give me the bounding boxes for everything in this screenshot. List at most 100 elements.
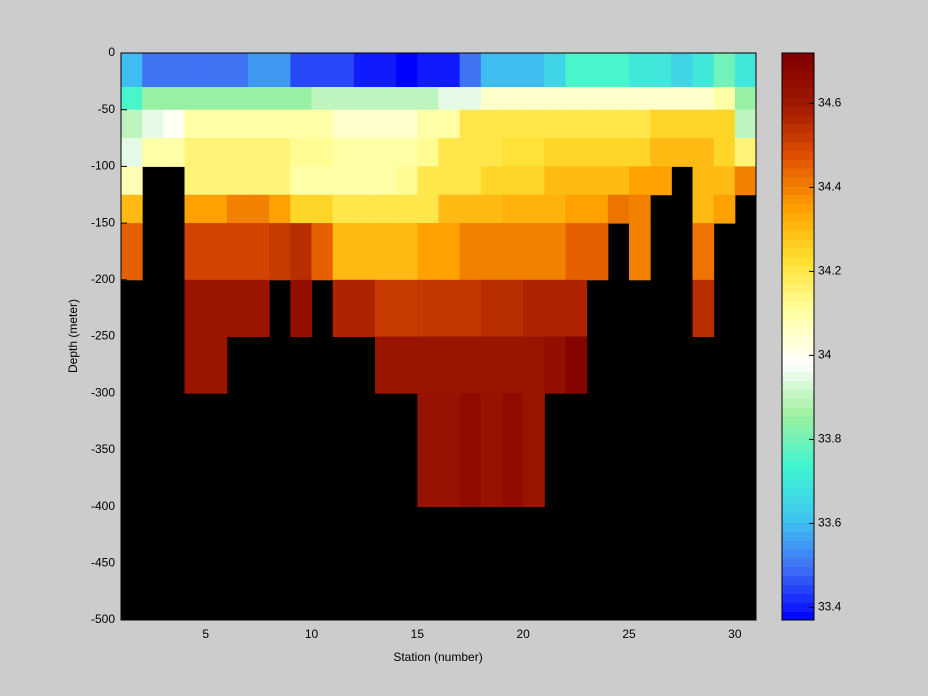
heatmap-cell bbox=[565, 223, 588, 281]
heatmap-cell bbox=[565, 166, 588, 196]
colorbar-swatch bbox=[782, 380, 814, 391]
heatmap-cell bbox=[311, 223, 334, 281]
heatmap-cell bbox=[375, 53, 397, 88]
colorbar-swatch bbox=[782, 97, 814, 107]
heatmap-cell bbox=[226, 53, 249, 88]
colorbar-swatch bbox=[782, 363, 814, 373]
heatmap-cell bbox=[184, 109, 207, 139]
heatmap-cell bbox=[205, 109, 228, 139]
heatmap-cell bbox=[565, 87, 588, 111]
colorbar-swatch bbox=[782, 575, 814, 586]
heatmap-cell bbox=[332, 194, 355, 224]
heatmap-cell bbox=[544, 223, 566, 281]
heatmap-cell bbox=[121, 166, 143, 196]
y-tick-label: -50 bbox=[98, 102, 116, 116]
colorbar-swatch bbox=[782, 194, 814, 205]
y-tick-label: -450 bbox=[91, 555, 115, 569]
heatmap-cell bbox=[269, 138, 291, 167]
heatmap-cell bbox=[523, 393, 545, 508]
colorbar-swatch bbox=[782, 495, 814, 506]
heatmap-cell bbox=[290, 279, 312, 337]
heatmap-cell bbox=[544, 336, 566, 394]
colorbar-frame bbox=[781, 52, 815, 621]
heatmap-cell bbox=[332, 279, 355, 337]
heatmap-cell bbox=[205, 166, 228, 196]
heatmap-cell bbox=[607, 109, 630, 139]
heatmap-cell bbox=[163, 138, 185, 167]
heatmap-cell bbox=[269, 166, 291, 196]
y-tick-label: -500 bbox=[91, 612, 115, 626]
heatmap-cell bbox=[205, 138, 228, 167]
colorbar-swatch bbox=[782, 345, 814, 355]
heatmap-cell bbox=[417, 336, 439, 394]
x-tick-label: 10 bbox=[305, 627, 319, 641]
heatmap-cell bbox=[417, 109, 439, 139]
x-tick-label: 15 bbox=[411, 627, 425, 641]
colorbar-swatch bbox=[782, 239, 814, 249]
heatmap-cell bbox=[713, 109, 736, 139]
heatmap-cell bbox=[311, 109, 334, 139]
heatmap-cell bbox=[184, 87, 207, 111]
heatmap-cell bbox=[523, 138, 545, 167]
heatmap-cell bbox=[502, 279, 524, 337]
heatmap-cell bbox=[692, 166, 715, 196]
heatmap-cell bbox=[607, 53, 630, 88]
heatmap-cell bbox=[375, 87, 397, 111]
heatmap-cell bbox=[502, 194, 524, 224]
heatmap-cell bbox=[417, 166, 439, 196]
heatmap-cell bbox=[438, 138, 461, 167]
heatmap-cell bbox=[353, 194, 376, 224]
colorbar-tick-label: 33.6 bbox=[818, 516, 842, 530]
heatmap-cell bbox=[290, 194, 312, 224]
colorbar-swatch bbox=[782, 141, 814, 151]
heatmap-cell bbox=[184, 279, 207, 337]
heatmap-cell bbox=[438, 279, 461, 337]
heatmap-cell bbox=[269, 223, 291, 281]
heatmap-cell bbox=[459, 138, 482, 167]
heatmap-cell bbox=[650, 138, 672, 167]
heatmap-cell bbox=[290, 138, 312, 167]
heatmap-cell bbox=[353, 138, 376, 167]
colorbar-swatch bbox=[782, 398, 814, 408]
heatmap-cell bbox=[311, 87, 334, 111]
heatmap-cell bbox=[480, 336, 503, 394]
colorbar-swatch bbox=[782, 504, 814, 515]
colorbar-swatch bbox=[782, 407, 814, 417]
heatmap-cell bbox=[692, 223, 715, 281]
heatmap-cell bbox=[417, 138, 439, 167]
heatmap-cell bbox=[205, 194, 228, 224]
heatmap-cell bbox=[205, 53, 228, 88]
heatmap-cell bbox=[375, 138, 397, 167]
heatmap-cell bbox=[163, 87, 185, 111]
heatmap-cell bbox=[417, 87, 439, 111]
heatmap-cell bbox=[565, 53, 588, 88]
heatmap-cell bbox=[502, 53, 524, 88]
heatmap-cell bbox=[671, 138, 693, 167]
heatmap-cell bbox=[248, 138, 270, 167]
heatmap-cell bbox=[226, 109, 249, 139]
colorbar-tick-label: 33.4 bbox=[818, 600, 842, 614]
heatmap-cell bbox=[248, 166, 270, 196]
heatmap-cell bbox=[417, 279, 439, 337]
heatmap-cell bbox=[544, 279, 566, 337]
heatmap-cell bbox=[184, 223, 207, 281]
colorbar-swatch bbox=[782, 327, 814, 337]
heatmap-cell bbox=[290, 87, 312, 111]
heatmap-cell bbox=[417, 53, 439, 88]
heatmap-cell bbox=[734, 166, 757, 196]
heatmap-cell bbox=[480, 279, 503, 337]
heatmap-cell bbox=[671, 53, 693, 88]
heatmap-cell bbox=[607, 166, 630, 196]
heatmap-cell bbox=[586, 87, 609, 111]
heatmap-cell bbox=[375, 279, 397, 337]
colorbar-swatch bbox=[782, 442, 814, 453]
heatmap-cell bbox=[438, 109, 461, 139]
heatmap-cell bbox=[671, 87, 693, 111]
heatmap-cell bbox=[607, 87, 630, 111]
colorbar-swatch bbox=[782, 371, 814, 382]
heatmap-cell bbox=[502, 87, 524, 111]
heatmap-cell bbox=[353, 87, 376, 111]
heatmap-cell bbox=[544, 87, 566, 111]
colorbar-swatch bbox=[782, 106, 814, 116]
